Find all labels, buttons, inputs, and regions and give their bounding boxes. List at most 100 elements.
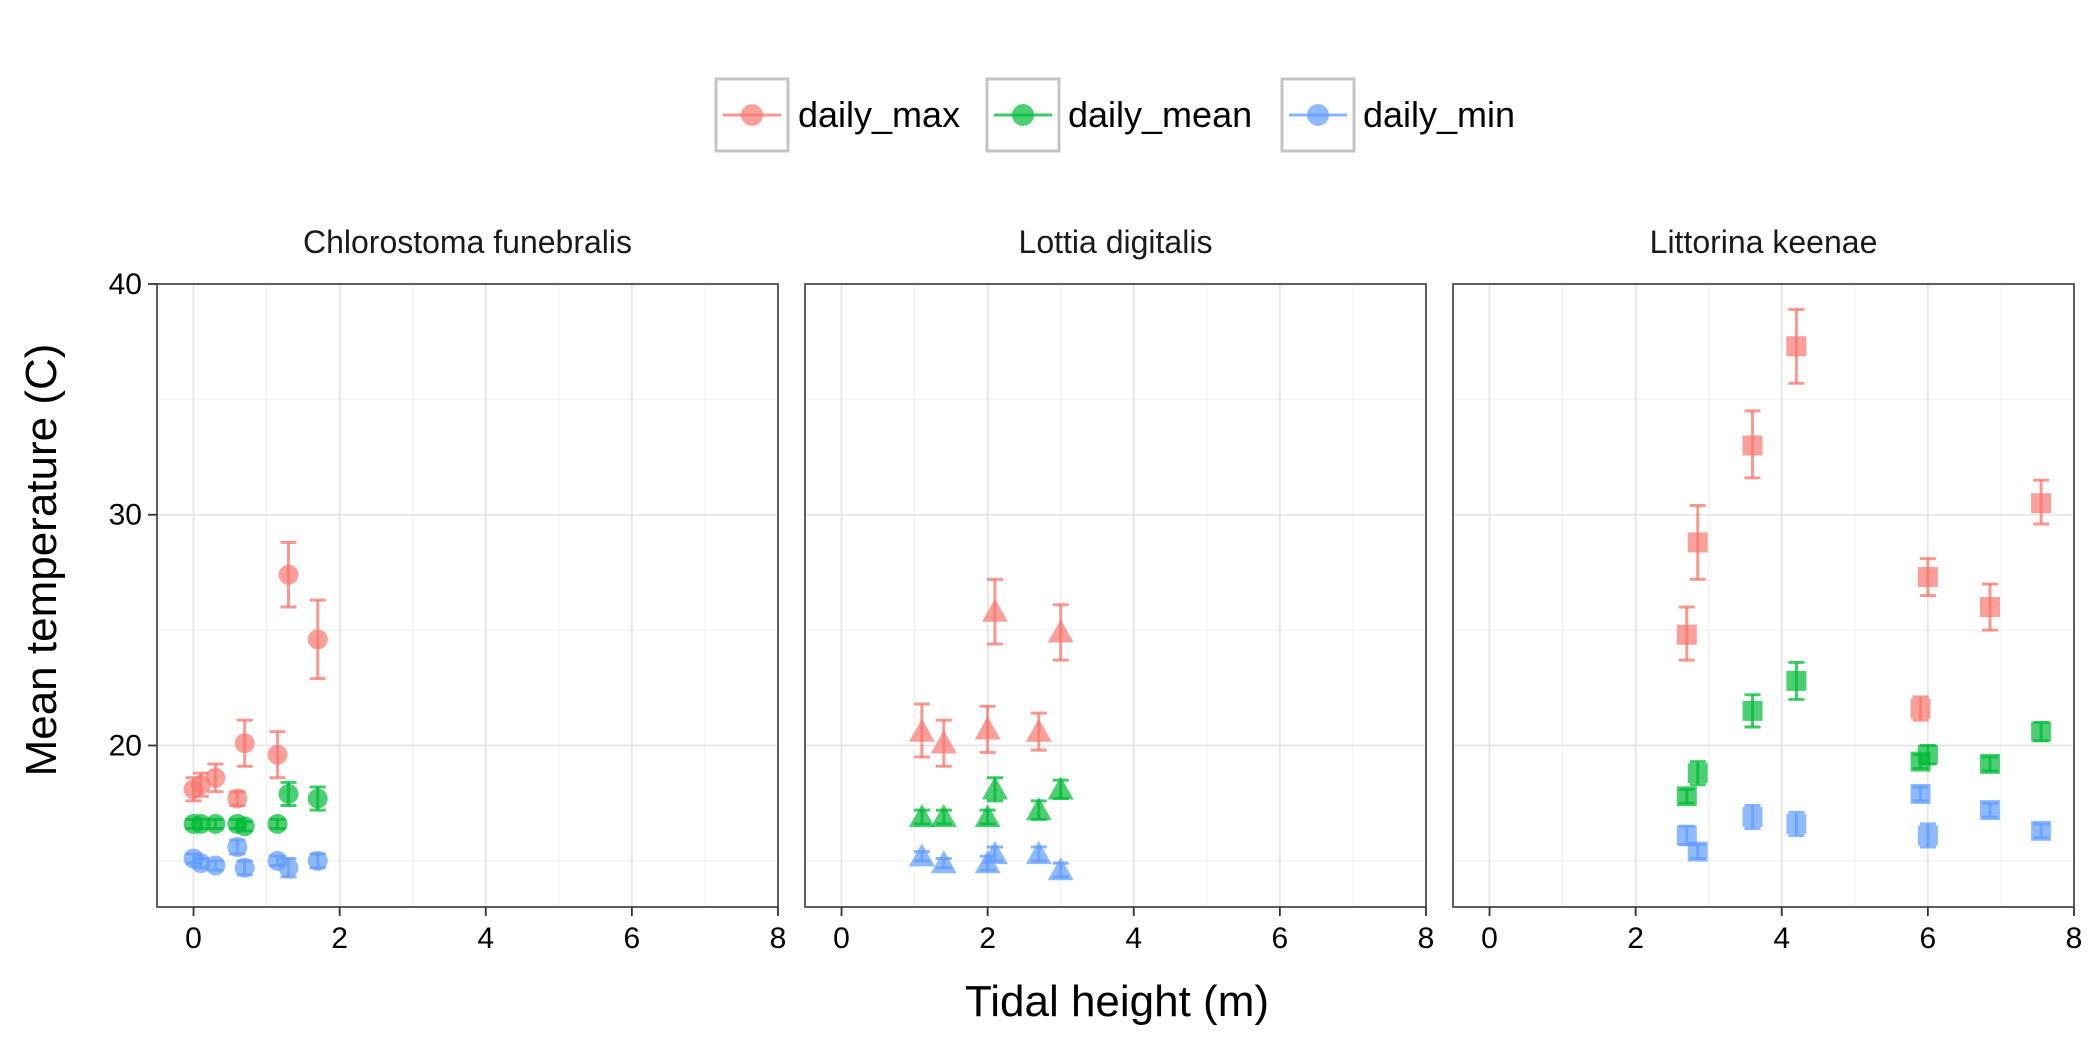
legend-entry-daily-mean: daily_mean [985, 77, 1252, 153]
data-point [1047, 619, 1074, 643]
legend-label: daily_max [798, 94, 960, 135]
data-point [307, 850, 328, 871]
data-point [267, 744, 288, 765]
data-point [930, 850, 957, 874]
data-point [307, 629, 328, 650]
x-tick-label: 4 [1773, 922, 1790, 955]
data-point [908, 718, 935, 742]
legend: daily_max daily_mean daily_min [714, 77, 1515, 153]
data-point [1047, 857, 1074, 881]
panel-background [805, 284, 1426, 907]
data-point [1687, 763, 1708, 784]
series-daily-min [908, 840, 1074, 881]
legend-entry-daily-min: daily_min [1280, 77, 1515, 153]
data-point [1025, 797, 1052, 821]
x-tick-label: 8 [770, 922, 787, 955]
x-tick-label: 0 [833, 922, 850, 955]
data-point [278, 857, 299, 878]
data-point [1742, 807, 1763, 828]
data-point [190, 813, 211, 834]
data-point [1676, 825, 1697, 846]
legend-label: daily_min [1363, 94, 1515, 135]
data-point [1979, 800, 2000, 821]
panel-border [1452, 283, 2075, 908]
series-daily-mean [183, 780, 328, 837]
data-point [1979, 753, 2000, 774]
x-tick-label: 2 [979, 922, 996, 955]
x-tick-label: 6 [1920, 922, 1937, 955]
data-point [205, 767, 226, 788]
panel-background [157, 284, 778, 907]
series-daily-min [183, 837, 328, 879]
data-point [234, 816, 255, 837]
data-point [1917, 744, 1938, 765]
data-point [1676, 786, 1697, 807]
data-point [234, 857, 255, 878]
series-daily-max [908, 577, 1074, 768]
data-point [205, 855, 226, 876]
series-daily-max [1676, 307, 2052, 722]
x-tick-label: 2 [331, 922, 348, 955]
legend-label: daily_mean [1068, 94, 1252, 135]
panel-title: Littorina keenae [1650, 224, 1878, 260]
y-tick-label: 30 [109, 499, 142, 532]
x-tick-label: 4 [477, 922, 494, 955]
data-point [908, 843, 935, 867]
series-daily-min [1676, 783, 2052, 862]
data-point [1687, 532, 1708, 553]
data-point [307, 788, 328, 809]
x-tick-label: 8 [2066, 922, 2083, 955]
data-point [1047, 776, 1074, 800]
legend-key-point [1307, 104, 1329, 126]
x-tick-label: 8 [1418, 922, 1435, 955]
data-point [974, 804, 1001, 828]
data-point [1910, 698, 1931, 719]
data-point [974, 716, 1001, 740]
x-tick-label: 0 [1481, 922, 1498, 955]
data-point [267, 813, 288, 834]
data-point [1917, 825, 1938, 846]
y-tick-label: 40 [109, 268, 142, 301]
data-point [1676, 624, 1697, 645]
data-point [1786, 813, 1807, 834]
panel-background [1453, 284, 2074, 907]
legend-key-point [741, 104, 763, 126]
data-point [278, 783, 299, 804]
data-point [981, 776, 1008, 800]
x-tick-label: 6 [1272, 922, 1289, 955]
series-daily-max [183, 540, 328, 809]
x-tick-label: 0 [185, 922, 202, 955]
x-tick-label: 6 [624, 922, 641, 955]
y-axis-title: Mean temperature (C) [17, 344, 66, 777]
x-tick-label: 2 [1627, 922, 1644, 955]
panel-title: Chlorostoma funebralis [303, 224, 632, 260]
data-point [1742, 435, 1763, 456]
data-point [234, 733, 255, 754]
data-point [2031, 493, 2052, 514]
data-point [930, 730, 957, 754]
data-point [278, 564, 299, 585]
data-point [227, 837, 248, 858]
panel-lottia-digitalis: Lottia digitalis 0 2 4 6 8 [804, 224, 1435, 955]
data-point [1742, 700, 1763, 721]
series-daily-mean [1676, 660, 2052, 807]
data-point [2031, 721, 2052, 742]
y-tick-label: 20 [109, 729, 142, 762]
data-point [205, 813, 226, 834]
data-point [1786, 670, 1807, 691]
panel-border [156, 283, 779, 908]
panel-title: Lottia digitalis [1019, 224, 1213, 260]
data-point [1025, 840, 1052, 865]
panel-littorina-keenae: Littorina keenae 0 2 4 6 8 [1452, 224, 2083, 955]
data-point [227, 788, 248, 809]
data-point [1917, 567, 1938, 588]
panel-chlorostoma-funebralis: Chlorostoma funebralis 0 2 4 6 8 20 30 40 [109, 224, 787, 955]
data-point [1687, 841, 1708, 862]
data-point [1025, 718, 1052, 742]
legend-entry-daily-max: daily_max [714, 77, 960, 153]
legend-key-point [1012, 104, 1034, 126]
series-daily-mean [908, 776, 1074, 828]
x-tick-label: 4 [1125, 922, 1142, 955]
